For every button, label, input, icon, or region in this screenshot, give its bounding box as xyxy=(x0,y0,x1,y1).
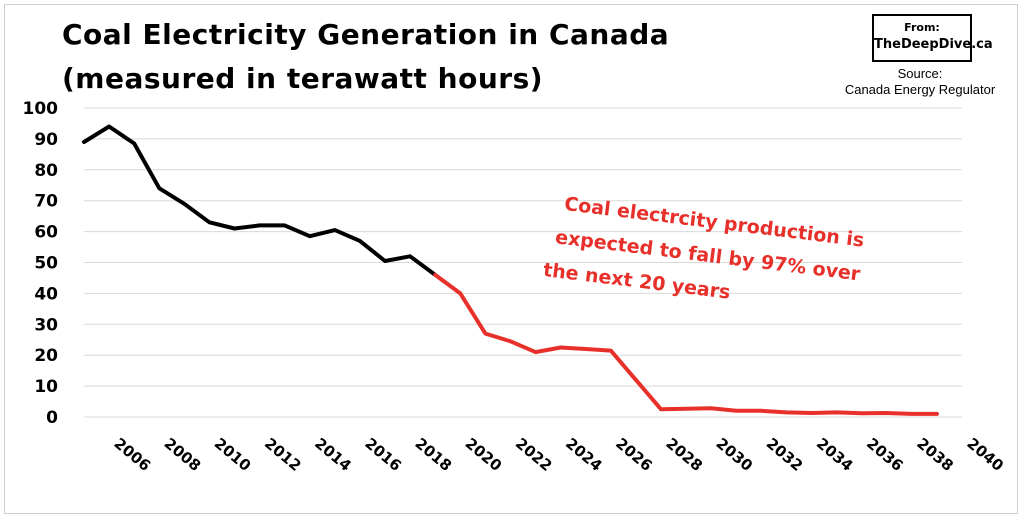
data-point-historical-2006 xyxy=(107,124,111,129)
data-point-projected-2028 xyxy=(659,407,663,411)
data-point-historical-2016 xyxy=(358,239,362,243)
x-tick-label-2018: 2018 xyxy=(412,434,456,475)
data-point-projected-2033 xyxy=(784,410,789,414)
data-point-projected-2031 xyxy=(734,409,738,413)
x-tick-label-2016: 2016 xyxy=(361,434,405,475)
x-tick-label-2022: 2022 xyxy=(512,434,556,475)
source-label: Source: xyxy=(897,66,943,81)
y-tick-label-20: 20 xyxy=(34,346,58,366)
y-tick-label-80: 80 xyxy=(34,161,58,181)
data-point-projected-2023 xyxy=(533,350,538,354)
source-name: Canada Energy Regulator xyxy=(844,82,996,97)
data-point-projected-2034 xyxy=(809,411,814,415)
image-frame xyxy=(4,4,1018,514)
x-tick-label-2012: 2012 xyxy=(261,434,305,475)
data-point-projected-2030 xyxy=(709,406,713,410)
x-tick-label-2038: 2038 xyxy=(913,434,957,475)
data-point-projected-2039 xyxy=(935,412,939,416)
source-badge: From: TheDeepDive.ca xyxy=(872,14,993,62)
x-tick-label-2028: 2028 xyxy=(662,434,706,475)
y-tick-label-60: 60 xyxy=(34,223,58,243)
data-point-projected-2032 xyxy=(759,409,763,413)
chart-title-line2: (measured in terawatt hours) xyxy=(62,62,544,95)
data-point-historical-2008 xyxy=(157,186,161,190)
x-tick-label-2010: 2010 xyxy=(211,434,255,475)
y-tick-label-90: 90 xyxy=(34,130,58,150)
source-credit: Source: Canada Energy Regulator xyxy=(820,66,1020,98)
data-point-historical-2012 xyxy=(258,223,262,228)
data-point-projected-2020 xyxy=(458,291,462,295)
x-tick-label-2014: 2014 xyxy=(311,434,355,475)
y-tick-label-10: 10 xyxy=(34,377,58,397)
badge-site-name: TheDeepDive.ca xyxy=(874,37,993,52)
data-point-historical-2017 xyxy=(383,259,387,263)
y-tick-label-50: 50 xyxy=(34,254,58,274)
y-tick-label-100: 100 xyxy=(23,99,59,119)
y-tick-label-70: 70 xyxy=(34,192,58,212)
data-point-projected-2035 xyxy=(834,410,839,414)
x-tick-label-2006: 2006 xyxy=(111,434,155,475)
data-point-historical-2018 xyxy=(408,254,412,258)
data-point-historical-2014 xyxy=(308,234,312,238)
data-point-projected-2029 xyxy=(684,407,688,411)
chart-title-line1: Coal Electricity Generation in Canada xyxy=(62,18,670,51)
data-point-projected-2036 xyxy=(860,411,864,415)
data-point-projected-2038 xyxy=(910,412,914,416)
data-point-historical-2013 xyxy=(283,223,287,228)
data-point-historical-2007 xyxy=(132,141,136,146)
y-tick-label-30: 30 xyxy=(34,315,58,335)
x-tick-label-2030: 2030 xyxy=(713,434,757,475)
data-point-projected-2025 xyxy=(584,347,588,351)
data-point-historical-2005 xyxy=(82,140,86,144)
data-point-projected-2027 xyxy=(634,378,638,382)
data-point-historical-2009 xyxy=(182,202,186,206)
x-tick-label-2040: 2040 xyxy=(963,434,1007,475)
x-tick-label-2034: 2034 xyxy=(813,434,857,475)
data-point-historical-2010 xyxy=(207,220,212,224)
y-tick-label-40: 40 xyxy=(34,284,58,304)
y-tick-label-0: 0 xyxy=(46,408,58,428)
data-point-projected-2022 xyxy=(508,339,513,343)
data-point-historical-2011 xyxy=(232,226,237,231)
x-tick-label-2026: 2026 xyxy=(612,434,656,475)
data-point-projected-2026 xyxy=(609,348,613,353)
data-point-projected-2024 xyxy=(559,345,563,350)
data-point-projected-2019 xyxy=(433,273,437,277)
x-tick-label-2032: 2032 xyxy=(763,434,807,475)
x-tick-label-2020: 2020 xyxy=(462,434,506,475)
x-tick-label-2024: 2024 xyxy=(562,434,606,475)
x-tick-label-2036: 2036 xyxy=(863,434,907,475)
data-point-projected-2021 xyxy=(483,331,487,336)
data-point-projected-2037 xyxy=(885,411,889,415)
data-point-historical-2015 xyxy=(333,228,337,232)
badge-from-label: From: xyxy=(904,21,940,34)
x-tick-label-2008: 2008 xyxy=(161,434,205,475)
